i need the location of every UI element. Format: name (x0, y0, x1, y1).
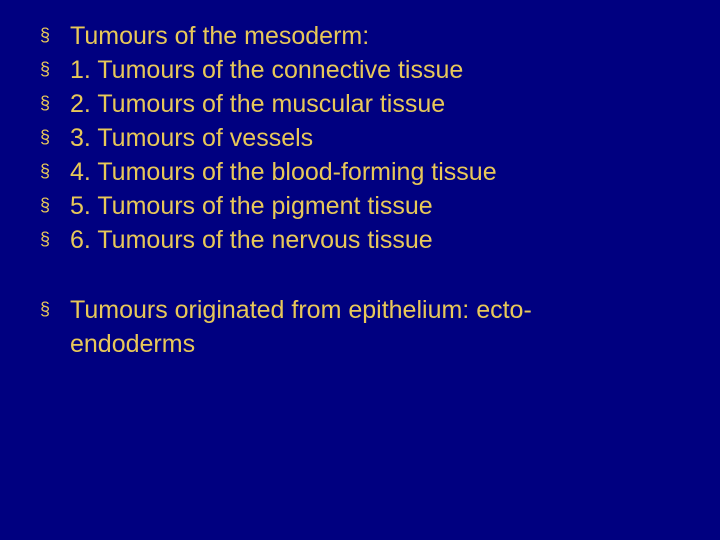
slide-container: § Tumours of the mesoderm: § 1. Tumours … (0, 0, 720, 540)
bullet-icon: § (40, 20, 70, 47)
bullet-icon: § (40, 122, 70, 149)
list-item: § 6. Tumours of the nervous tissue (40, 224, 680, 256)
list-item-text: 4. Tumours of the blood-forming tissue (70, 156, 680, 188)
bullet-icon: § (40, 190, 70, 217)
bullet-icon: § (40, 224, 70, 251)
list-item-text: 3. Tumours of vessels (70, 122, 680, 154)
bullet-group-2: § Tumours originated from epithelium: ec… (40, 294, 680, 360)
list-item: § 2. Tumours of the muscular tissue (40, 88, 680, 120)
list-item-continuation: endoderms (40, 328, 680, 360)
list-item-text: 5. Tumours of the pigment tissue (70, 190, 680, 222)
list-item: § Tumours originated from epithelium: ec… (40, 294, 680, 326)
list-item-text: 1. Tumours of the connective tissue (70, 54, 680, 86)
list-item: § 3. Tumours of vessels (40, 122, 680, 154)
bullet-icon: § (40, 156, 70, 183)
bullet-icon: § (40, 88, 70, 115)
list-item: § Tumours of the mesoderm: (40, 20, 680, 52)
list-item-text: Tumours originated from epithelium: ecto… (70, 294, 680, 326)
list-item: § 4. Tumours of the blood-forming tissue (40, 156, 680, 188)
list-item-text: 2. Tumours of the muscular tissue (70, 88, 680, 120)
bullet-icon: § (40, 294, 70, 321)
list-item: § 1. Tumours of the connective tissue (40, 54, 680, 86)
bullet-icon: § (40, 54, 70, 81)
list-item: § 5. Tumours of the pigment tissue (40, 190, 680, 222)
bullet-group-1: § Tumours of the mesoderm: § 1. Tumours … (40, 20, 680, 256)
list-item-text: 6. Tumours of the nervous tissue (70, 224, 680, 256)
list-item-text: Tumours of the mesoderm: (70, 20, 680, 52)
